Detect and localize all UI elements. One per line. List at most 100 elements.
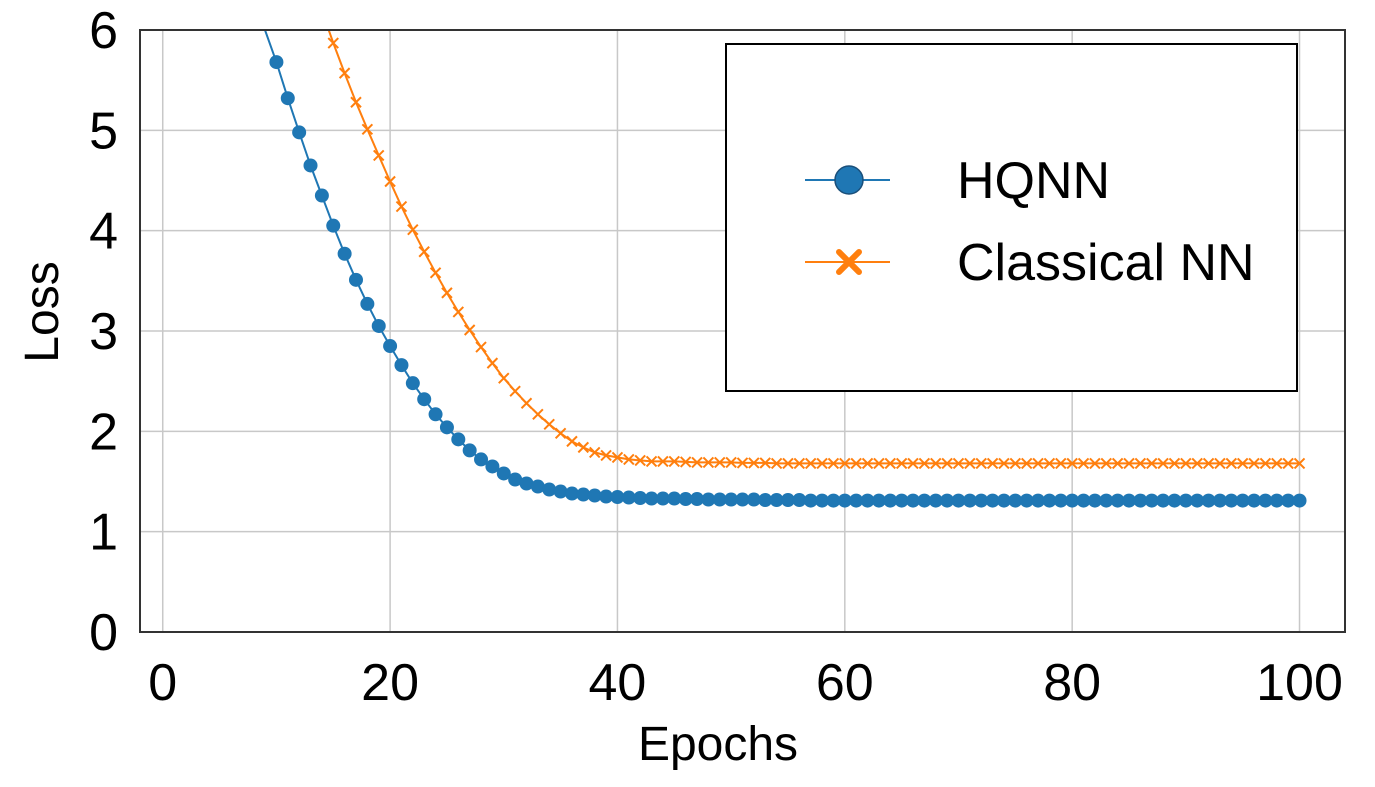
legend-entry-hqnn: HQNN: [805, 152, 1110, 210]
x-tick-label: 20: [361, 654, 419, 712]
data-point: [701, 492, 716, 507]
data-point: [940, 493, 955, 508]
y-tick-label: 3: [89, 303, 118, 361]
data-point: [1157, 457, 1169, 470]
data-point: [361, 123, 374, 136]
data-point: [861, 457, 874, 470]
data-point: [702, 456, 715, 469]
y-tick-label: 1: [89, 504, 118, 562]
data-point: [860, 493, 875, 508]
data-point: [1248, 457, 1260, 470]
y-tick-label: 0: [89, 604, 118, 662]
data-point: [805, 457, 817, 470]
data-point: [407, 223, 419, 236]
data-point: [679, 456, 692, 468]
data-point: [1292, 493, 1307, 508]
data-point: [383, 339, 398, 354]
data-point: [691, 456, 703, 469]
data-point: [418, 246, 430, 258]
data-point: [712, 492, 727, 507]
data-point: [1076, 493, 1091, 508]
data-point: [405, 376, 420, 391]
data-point: [1032, 457, 1044, 470]
data-point: [1087, 493, 1102, 508]
data-point: [554, 427, 567, 440]
data-point: [519, 476, 534, 491]
data-point: [611, 451, 624, 464]
legend-x-marker: [836, 249, 862, 275]
data-point: [964, 457, 976, 470]
data-point: [1019, 493, 1034, 508]
data-point: [803, 493, 818, 508]
data-point: [850, 457, 862, 470]
data-point: [906, 493, 921, 508]
data-point: [746, 492, 761, 507]
legend-label: Classical NN: [957, 234, 1255, 292]
x-tick-label: 0: [148, 654, 177, 712]
data-point: [589, 446, 601, 459]
data-point: [894, 493, 909, 508]
data-point: [883, 493, 898, 508]
data-point: [1191, 457, 1203, 470]
data-point: [871, 493, 886, 508]
data-point: [394, 358, 409, 373]
data-point: [326, 218, 341, 233]
data-point: [338, 67, 351, 79]
data-point: [508, 472, 523, 487]
data-point: [1235, 493, 1250, 508]
data-point: [348, 272, 363, 287]
data-point: [610, 490, 625, 505]
data-point: [986, 457, 999, 470]
data-point: [1133, 493, 1148, 508]
data-point: [736, 457, 749, 469]
data-point: [623, 453, 635, 466]
data-point: [577, 441, 590, 454]
data-point: [917, 493, 932, 508]
data-point: [462, 443, 477, 458]
data-point: [996, 493, 1011, 508]
data-point: [373, 149, 385, 162]
data-point: [1122, 493, 1137, 508]
legend: HQNN Classical NN: [725, 43, 1298, 392]
data-point: [1224, 493, 1239, 508]
data-point: [1134, 457, 1147, 470]
data-point: [1190, 493, 1205, 508]
data-point: [918, 457, 931, 470]
data-point: [837, 493, 852, 508]
data-point: [303, 158, 318, 173]
data-point: [520, 397, 533, 409]
data-point: [985, 493, 1000, 508]
data-point: [827, 457, 840, 470]
data-point: [758, 493, 773, 508]
data-point: [941, 457, 953, 470]
data-point: [1008, 493, 1023, 508]
data-point: [599, 489, 614, 504]
data-point: [895, 457, 908, 470]
plot-series: [264, 30, 1307, 508]
data-point: [1031, 493, 1046, 508]
data-point: [530, 479, 545, 494]
data-point: [1020, 457, 1033, 470]
data-point: [633, 491, 648, 506]
data-point: [1042, 493, 1057, 508]
data-point: [543, 418, 555, 431]
data-point: [429, 267, 442, 279]
data-point: [1100, 457, 1112, 470]
plot-area-border: [139, 29, 1346, 633]
data-point: [564, 486, 579, 501]
x-tick-label: 40: [589, 654, 647, 712]
data-point: [769, 493, 784, 508]
data-point: [735, 492, 750, 507]
data-point: [667, 491, 682, 506]
data-point: [1055, 457, 1067, 470]
data-point: [1180, 457, 1192, 470]
data-point: [1043, 457, 1056, 470]
data-point: [475, 341, 487, 353]
y-tick-label: 4: [89, 203, 118, 261]
data-point: [587, 488, 602, 503]
data-point: [1225, 457, 1238, 470]
data-point: [485, 459, 500, 474]
data-point: [724, 492, 739, 507]
data-point: [930, 457, 942, 470]
data-point: [1167, 493, 1182, 508]
